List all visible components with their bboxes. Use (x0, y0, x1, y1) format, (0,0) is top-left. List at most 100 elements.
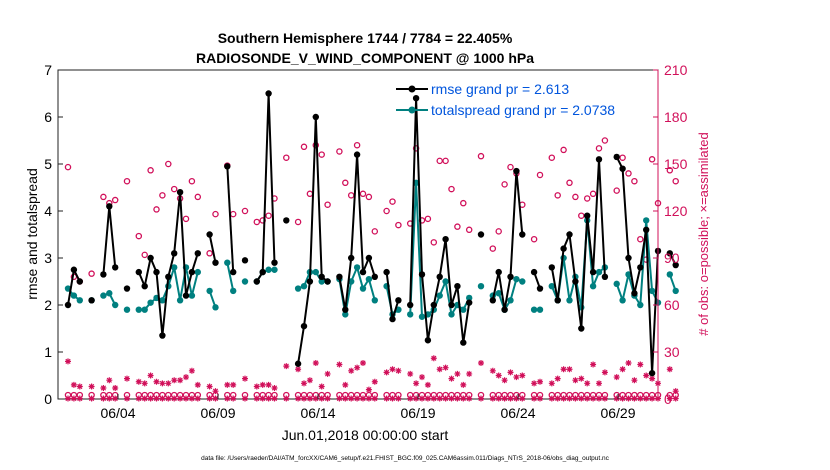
obs-assimilated-marker (230, 381, 237, 388)
obs-assimilated-marker (70, 381, 77, 388)
obs-assimilated-marker (147, 372, 154, 379)
spread-point (123, 306, 131, 313)
obs-assimilated-marker (495, 372, 502, 379)
spread-line (226, 262, 235, 292)
rmse-point (566, 231, 573, 238)
obs-assimilated-marker (436, 366, 443, 373)
rmse-point (182, 292, 190, 299)
obs-assimilated-marker (100, 385, 107, 392)
obs-assimilated-base-marker (295, 395, 302, 402)
obs-assimilated-marker (177, 377, 184, 384)
obs-assimilated-base-marker (478, 395, 484, 402)
spread-point (648, 287, 656, 295)
obs-assimilated-marker (365, 386, 372, 393)
obs-possible-marker (631, 177, 638, 185)
obs-assimilated-base-marker (342, 395, 349, 402)
rmse-point (88, 297, 95, 304)
obs-possible-marker (648, 156, 656, 163)
spread-point (206, 287, 213, 295)
obs-assimilated-marker (619, 366, 626, 373)
obs-possible-marker (135, 232, 143, 240)
obs-assimilated-marker (283, 363, 290, 370)
obs-assimilated-marker (424, 381, 431, 388)
obs-assimilated-base-marker (259, 395, 266, 402)
obs-assimilated-marker (395, 367, 402, 374)
spread-point (112, 301, 119, 309)
obs-assimilated-base-marker (430, 395, 437, 402)
rmse-point (530, 268, 538, 276)
obs-assimilated-marker (271, 385, 278, 392)
obs-possible-marker (212, 210, 219, 218)
obs-assimilated-base-marker (318, 395, 325, 402)
rmse-point (613, 153, 620, 161)
rmse-line (255, 93, 276, 283)
obs-assimilated-base-marker (637, 395, 644, 402)
obs-possible-marker (554, 192, 561, 199)
spread-point (519, 278, 526, 285)
obs-possible-marker (283, 154, 290, 161)
obs-assimilated-marker (489, 367, 496, 374)
rmse-point (324, 278, 331, 285)
spread-point (265, 266, 272, 273)
obs-assimilated-base-marker (212, 395, 219, 402)
obs-assimilated-base-marker (365, 395, 372, 402)
obs-assimilated-marker (554, 375, 561, 382)
obs-possible-marker (88, 270, 95, 277)
spread-point (271, 266, 278, 273)
obs-possible-marker (548, 154, 556, 161)
rmse-point (631, 290, 638, 297)
obs-assimilated-base-marker (283, 395, 290, 402)
obs-assimilated-marker (259, 381, 266, 388)
x-tick-label: 06/04 (100, 405, 135, 421)
obs-assimilated-marker (65, 358, 71, 365)
obs-assimilated-base-marker (613, 395, 620, 402)
obs-possible-marker (147, 167, 154, 174)
obs-assimilated-base-marker (65, 395, 71, 402)
obs-assimilated-marker (342, 381, 349, 388)
obs-possible-marker (383, 207, 390, 215)
obs-possible-marker (182, 215, 190, 223)
obs-assimilated-base-marker (466, 395, 473, 402)
rmse-line (550, 159, 606, 329)
obs-assimilated-marker (88, 383, 95, 390)
obs-assimilated-marker (430, 355, 437, 362)
rmse-point (188, 268, 196, 276)
obs-assimilated-base-marker (371, 395, 378, 402)
rmse-point (342, 306, 349, 313)
obs-assimilated-base-marker (242, 395, 248, 402)
obs-possible-marker (495, 228, 502, 235)
rmse-point (123, 285, 131, 292)
obs-possible-marker (253, 218, 261, 226)
spread-point (513, 275, 520, 283)
rmse-point (560, 245, 567, 252)
rmse-point (412, 95, 420, 102)
rmse-point (312, 113, 319, 121)
obs-assimilated-base-marker (649, 395, 656, 402)
obs-assimilated-marker (649, 375, 656, 382)
obs-assimilated-base-marker (336, 395, 343, 402)
obs-assimilated-base-marker (265, 395, 272, 402)
obs-possible-marker (194, 193, 202, 201)
obs-assimilated-marker (242, 375, 248, 382)
spread-point (595, 268, 603, 276)
rmse-point (395, 297, 402, 304)
obs-assimilated-marker (643, 372, 650, 379)
obs-assimilated-base-marker (354, 395, 361, 402)
rmse-point (466, 299, 473, 306)
spread-point (436, 292, 443, 299)
obs-assimilated-marker (519, 372, 526, 379)
obs-possible-marker (353, 141, 361, 149)
obs-possible-marker (371, 228, 379, 235)
spread-point (613, 280, 620, 288)
obs-possible-marker (294, 218, 302, 226)
spread-point (536, 306, 544, 313)
obs-possible-marker (578, 212, 585, 219)
spread-point (141, 306, 148, 313)
obs-possible-marker (159, 192, 166, 199)
spread-point (147, 299, 154, 306)
plot-frame (57, 69, 659, 400)
rmse-point (383, 268, 390, 276)
spread-point (241, 278, 249, 285)
rmse-line (491, 171, 524, 310)
